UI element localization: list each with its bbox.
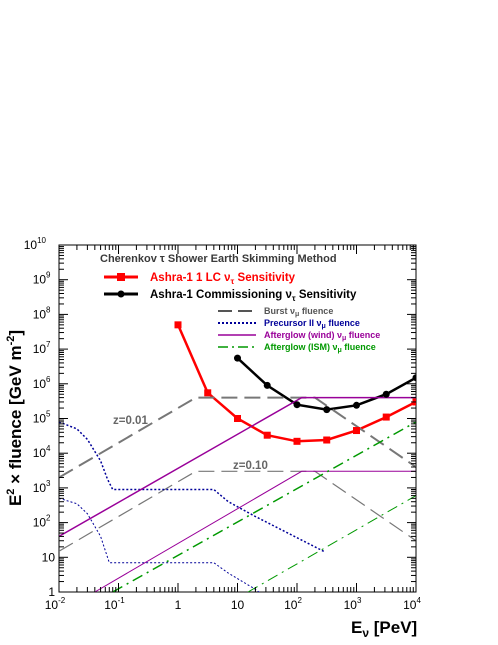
legend: Cherenkov τ Shower Earth Skimming Method… bbox=[100, 253, 380, 354]
y-tick-label: 105 bbox=[33, 410, 51, 426]
y-tick-label: 1 bbox=[48, 585, 55, 599]
curves-layer bbox=[59, 321, 416, 592]
legend-label-lc: Ashra-1 1 LC ντ Sensitivity bbox=[150, 272, 296, 286]
series-line-7 bbox=[94, 470, 416, 592]
series-line-9 bbox=[247, 495, 416, 592]
commissioning-point bbox=[293, 401, 301, 409]
lc-point bbox=[323, 436, 331, 444]
legend-item-commissioning: Ashra-1 Commissioning ντ Sensitivity bbox=[104, 289, 357, 303]
y-axis-title: E2 × fluence [GeV m-2] bbox=[5, 330, 25, 506]
ticks-layer bbox=[58, 245, 416, 593]
y-tick-label: 103 bbox=[33, 479, 51, 495]
x-tick-label: 10 bbox=[231, 598, 245, 612]
y-tick-label: 10 bbox=[42, 550, 56, 564]
annotation-z001: z=0.01 bbox=[113, 415, 148, 427]
series-line-6 bbox=[59, 396, 416, 538]
commissioning-point bbox=[263, 381, 271, 389]
y-tick-label: 106 bbox=[33, 375, 51, 391]
lc-point bbox=[293, 437, 301, 445]
legend-label-ism: Afterglow (ISM) νμ fluence bbox=[264, 342, 376, 354]
legend-label-precursor: Precursor II νμ fluence bbox=[264, 318, 360, 330]
y-tick-label: 1010 bbox=[24, 236, 47, 252]
lc-point bbox=[204, 389, 212, 397]
series-line-4 bbox=[59, 421, 326, 553]
y-tick-label: 109 bbox=[33, 271, 51, 287]
legend-item-lc: Ashra-1 1 LC ντ Sensitivity bbox=[104, 272, 296, 286]
commissioning-point bbox=[412, 374, 416, 382]
x-tick-label: 10-2 bbox=[45, 596, 66, 612]
x-axis-title: Eν [PeV] bbox=[351, 618, 417, 640]
commissioning-point bbox=[234, 354, 241, 362]
legend-label-wind: Afterglow (wind) νμ fluence bbox=[264, 330, 380, 342]
legend-item-precursor: Precursor II νμ fluence bbox=[218, 318, 360, 330]
x-tick-label: 104 bbox=[403, 596, 421, 612]
legend-item-ism: Afterglow (ISM) νμ fluence bbox=[218, 342, 376, 354]
lc-point bbox=[382, 413, 390, 421]
x-tick-label: 1 bbox=[175, 598, 182, 612]
legend-item-burst: Burst νμ fluence bbox=[218, 306, 333, 318]
y-tick-label: 108 bbox=[33, 305, 51, 321]
x-tick-label: 10-1 bbox=[104, 596, 125, 612]
y-tick-label: 102 bbox=[33, 514, 51, 530]
lc-point bbox=[353, 427, 360, 435]
commissioning-point bbox=[382, 390, 390, 398]
lc-point bbox=[234, 415, 241, 422]
lc-point bbox=[263, 431, 271, 439]
legend-label-burst: Burst νμ fluence bbox=[264, 306, 333, 318]
legend-title: Cherenkov τ Shower Earth Skimming Method bbox=[100, 253, 337, 265]
lc-point bbox=[174, 321, 182, 329]
x-tick-label: 103 bbox=[344, 596, 362, 612]
legend-label-commissioning: Ashra-1 Commissioning ντ Sensitivity bbox=[150, 289, 357, 303]
commissioning-point bbox=[353, 401, 360, 409]
legend-item-wind: Afterglow (wind) νμ fluence bbox=[218, 330, 380, 342]
x-tick-label: 102 bbox=[284, 596, 302, 612]
tick-labels-layer: 10-2 10-1 1 10 102 103 104 1 10 102 103 104 105 106 10… bbox=[24, 236, 422, 612]
series-line-2 bbox=[59, 396, 416, 479]
series-line-3 bbox=[59, 470, 416, 552]
y-tick-label: 107 bbox=[33, 340, 51, 356]
annotation-z010: z=0.10 bbox=[233, 460, 268, 472]
y-tick-label: 104 bbox=[33, 444, 51, 460]
commissioning-point bbox=[323, 406, 331, 414]
